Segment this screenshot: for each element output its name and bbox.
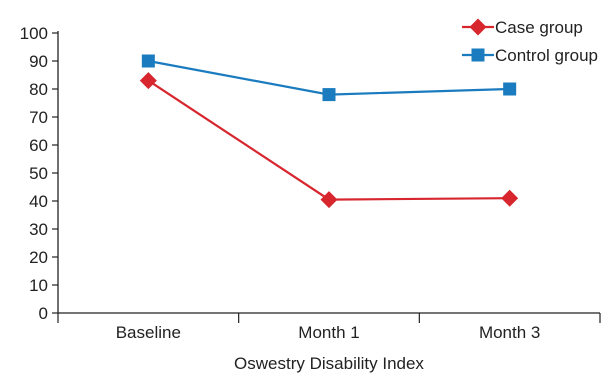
y-tick-label: 60	[29, 136, 48, 155]
data-point	[320, 191, 338, 209]
y-tick-label: 100	[20, 24, 48, 43]
y-tick-label: 70	[29, 108, 48, 127]
x-tick-label: Month 3	[479, 323, 540, 342]
y-tick-label: 0	[39, 304, 48, 323]
data-point	[139, 72, 157, 90]
data-point	[501, 189, 519, 207]
x-tick-label: Baseline	[116, 323, 181, 342]
x-tick-label: Month 1	[298, 323, 359, 342]
legend-marker	[469, 18, 487, 36]
y-axis-ticks: 0 10 20 30 40 50 60 70 80 90 100	[20, 24, 58, 323]
legend: Case group Control group	[462, 18, 598, 65]
series-layer	[139, 54, 519, 209]
legend-item: Case group	[462, 18, 583, 37]
y-tick-label: 50	[29, 164, 48, 183]
y-tick-label: 90	[29, 52, 48, 71]
legend-label: Case group	[495, 18, 583, 37]
x-axis-ticks: Baseline Month 1 Month 3	[57, 313, 601, 342]
y-tick-label: 40	[29, 192, 48, 211]
y-tick-label: 30	[29, 220, 48, 239]
axes	[57, 31, 600, 314]
y-tick-label: 80	[29, 80, 48, 99]
data-point	[322, 88, 336, 102]
y-tick-label: 10	[29, 276, 48, 295]
legend-label: Control group	[495, 46, 598, 65]
legend-item: Control group	[462, 46, 598, 65]
x-axis-title: Oswestry Disability Index	[234, 354, 424, 373]
series-case-group	[139, 72, 519, 209]
data-point	[141, 54, 155, 68]
y-tick-label: 20	[29, 248, 48, 267]
data-point	[503, 82, 517, 96]
series-control-group	[141, 54, 517, 102]
legend-marker	[471, 48, 485, 62]
